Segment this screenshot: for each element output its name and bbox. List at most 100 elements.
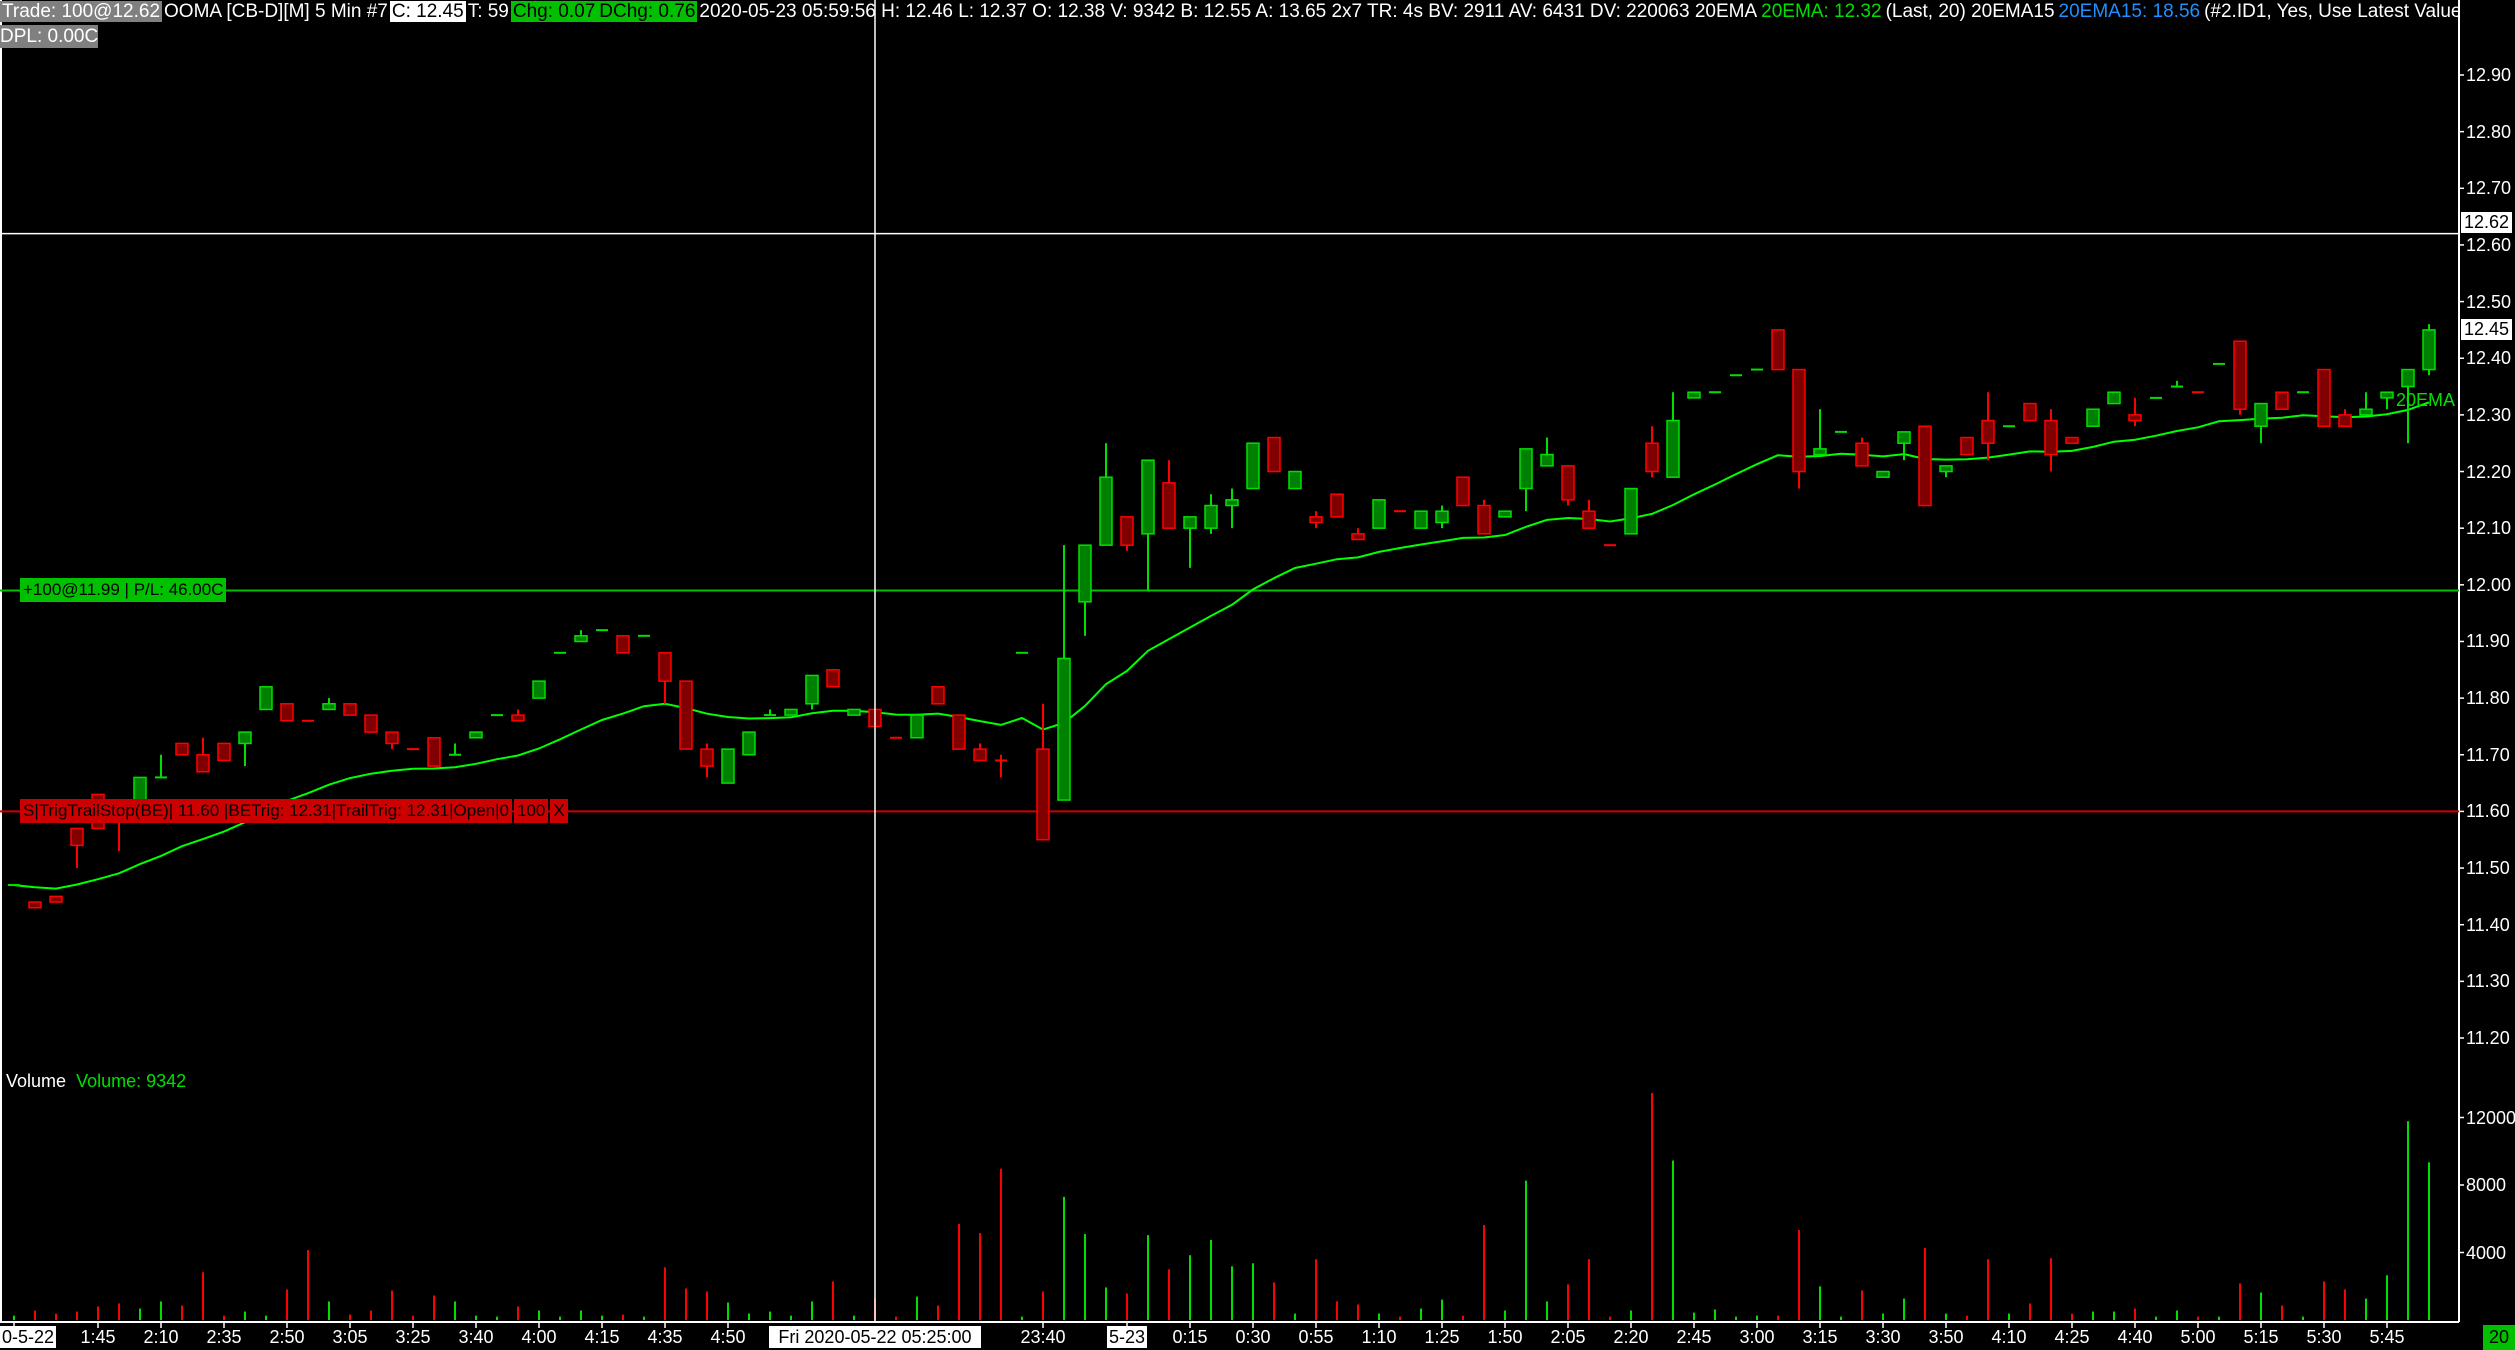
candle-body (1288, 470, 1302, 490)
volume-bar (2197, 1316, 2199, 1320)
candle (1036, 703, 1050, 841)
volume-bar (1336, 1301, 1338, 1320)
time-tick-label: 3:15 (1802, 1327, 1838, 1347)
price-tick-label: 11.20 (2466, 1028, 2510, 1048)
candle-body (2128, 414, 2142, 422)
volume-bar (97, 1306, 99, 1320)
time-tick-label: 4:15 (584, 1327, 620, 1347)
candle (910, 714, 924, 739)
price-tick-label: 11.80 (2466, 688, 2510, 709)
volume-bar (1252, 1263, 1254, 1320)
volume-bar (790, 1315, 792, 1320)
volume-tick-label: 8000 (2466, 1175, 2507, 1195)
volume-bar (706, 1291, 708, 1320)
tick-count: T: 59 (467, 1, 509, 22)
candle-body (679, 680, 693, 750)
candle (2317, 368, 2331, 427)
candle-body (1582, 510, 1596, 529)
volume-bar (34, 1310, 36, 1320)
time-tick-label: 5:00 (2180, 1327, 2216, 1347)
candle (1078, 544, 1092, 636)
time-tick-label: 2:20 (1613, 1327, 1649, 1347)
time-tick-label: 1:10 (1361, 1327, 1397, 1347)
volume-bar (1945, 1313, 1947, 1320)
candle (1225, 488, 1239, 529)
candle (805, 674, 819, 710)
candle-body (1414, 510, 1428, 529)
volume-bar (55, 1313, 57, 1320)
time-tick-label: 23:40 (1020, 1327, 1066, 1347)
bars-badge[interactable]: 20 (2483, 1325, 2515, 1350)
volume-bar (2302, 1316, 2304, 1320)
candle (1477, 499, 1491, 535)
candle (238, 731, 252, 767)
candle-body (784, 708, 798, 716)
volume-bar (895, 1316, 897, 1320)
candle (2086, 408, 2100, 427)
time-tick-label: 2:05 (1550, 1327, 1586, 1347)
candle (826, 669, 840, 688)
volume-bar (727, 1302, 729, 1320)
volume-bar (1735, 1316, 1737, 1320)
ema-tag: 20EMA (2396, 390, 2456, 410)
volume-bar (1399, 1316, 1401, 1320)
daily-pl: DPL: 0.00C (0, 25, 99, 48)
price-tick-label: 12.20 (2466, 461, 2512, 482)
volume-bar (2218, 1316, 2220, 1320)
price-tick-label: 12.50 (2466, 291, 2512, 312)
candle-body (1918, 425, 1932, 507)
change-box: Chg: 0.07 (510, 1, 598, 22)
time-tick-label: 5-23 (1106, 1326, 1148, 1348)
candle-body (1183, 516, 1197, 529)
candle-body (1792, 368, 1806, 473)
volume-bar (1378, 1313, 1380, 1320)
volume-bar (2281, 1305, 2283, 1320)
volume-bar (1840, 1316, 1842, 1320)
candle (995, 754, 1007, 778)
time-tick-label: 2:10 (143, 1327, 179, 1347)
candle (343, 703, 357, 716)
stop-order-text[interactable]: S|TrigTrailStop(BE)| 11.60 |BETrig: 12.3… (20, 799, 513, 824)
candle-body (1540, 453, 1554, 467)
volume-bar (1987, 1259, 1989, 1320)
volume-bar (244, 1311, 246, 1320)
candle (1939, 465, 1953, 478)
volume-bar (1483, 1224, 1485, 1320)
time-tick-label: 3:30 (1865, 1327, 1901, 1347)
volume-bar (2365, 1298, 2367, 1320)
ema15-params: (#2.ID1, Yes, Use Latest Value from Corr… (2204, 1, 2458, 22)
candle (2401, 368, 2415, 444)
quote-text: 2020-05-23 05:59:56 H: 12.46 L: 12.37 O:… (699, 1, 1758, 22)
candle-body (910, 714, 924, 739)
candle-body (133, 776, 147, 801)
volume-bar (1693, 1312, 1695, 1320)
stop-order-qty[interactable]: 100 (514, 799, 549, 824)
cancel-order-button[interactable]: X (550, 799, 568, 824)
stop-order-label[interactable]: S|TrigTrailStop(BE)| 11.60 |BETrig: 12.3… (20, 799, 570, 824)
candle-body (1645, 442, 1659, 473)
time-tick-label: 3:50 (1928, 1327, 1964, 1347)
volume-bars (13, 1093, 2430, 1320)
close-box: C: 12.45 (389, 1, 466, 22)
candle (532, 680, 546, 699)
time-tick-label: 0:55 (1298, 1327, 1334, 1347)
position-order-label[interactable]: +100@11.99 | P/L: 46.00C (20, 578, 227, 603)
candle-body (469, 731, 483, 739)
candle-body (196, 754, 210, 773)
volume-bar (1714, 1309, 1716, 1320)
volume-bar (1042, 1291, 1044, 1320)
candle (175, 742, 189, 756)
time-tick-label: 2:50 (269, 1327, 305, 1347)
candle-body (511, 714, 525, 722)
candle-body (1771, 329, 1785, 371)
volume-bar (1084, 1234, 1086, 1320)
candle-body (2107, 391, 2121, 405)
volume-bar (2050, 1258, 2052, 1320)
time-tick-label: 3:40 (458, 1327, 494, 1347)
candle (28, 901, 42, 909)
chart-header: Trade: 100@12.62 OOMA [CB-D][M] 5 Min #7 C… (0, 0, 2458, 24)
candle (2044, 409, 2058, 472)
volume-bar (1672, 1160, 1674, 1320)
volume-bar (181, 1305, 183, 1320)
